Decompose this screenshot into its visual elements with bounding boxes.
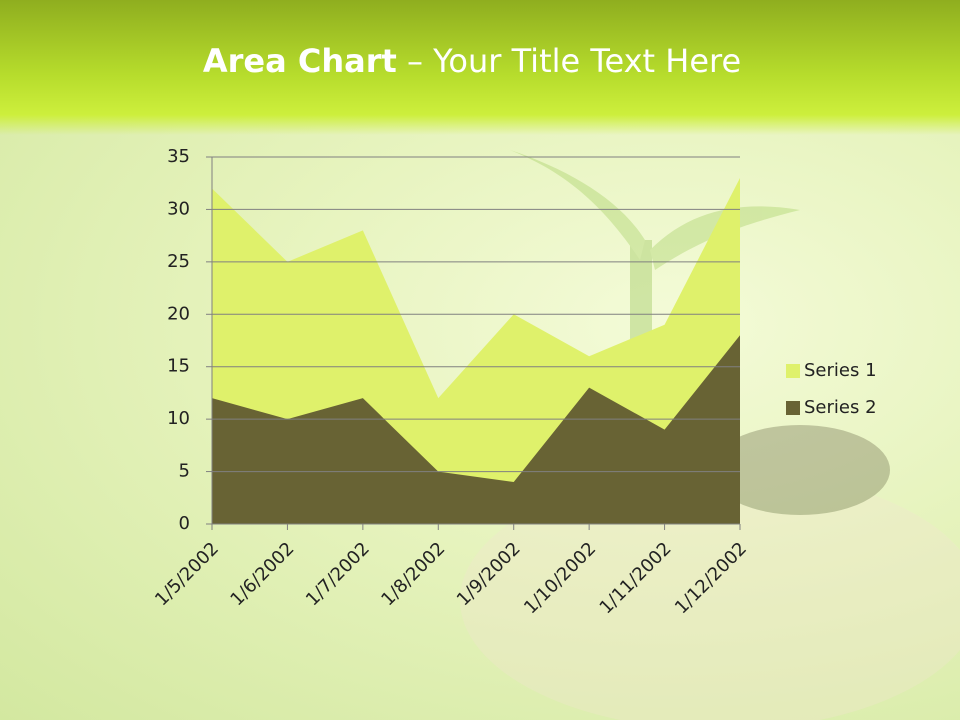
- legend-label: Series 1: [804, 360, 877, 381]
- y-tick-label: 25: [167, 251, 190, 272]
- y-tick-label: 10: [167, 408, 190, 429]
- x-tick-label: 1/8/2002: [377, 538, 449, 610]
- chart-title: Area Chart – Your Title Text Here: [203, 42, 741, 80]
- legend-swatch: [786, 401, 800, 415]
- background-illustration: [460, 150, 960, 720]
- y-tick-label: 20: [167, 303, 190, 324]
- y-tick-label: 30: [167, 198, 190, 219]
- y-tick-label: 5: [179, 461, 190, 482]
- legend-swatch: [786, 364, 800, 378]
- y-tick-label: 0: [179, 513, 190, 534]
- title-bold: Area Chart: [203, 42, 397, 80]
- x-tick-label: 1/5/2002: [151, 538, 223, 610]
- title-band: [0, 0, 960, 135]
- y-tick-label: 15: [167, 356, 190, 377]
- legend-label: Series 2: [804, 397, 877, 418]
- x-tick-label: 1/6/2002: [226, 538, 298, 610]
- x-tick-label: 1/7/2002: [302, 538, 374, 610]
- title-rest: – Your Title Text Here: [407, 42, 741, 80]
- y-tick-label: 35: [167, 146, 190, 167]
- area: [212, 335, 740, 524]
